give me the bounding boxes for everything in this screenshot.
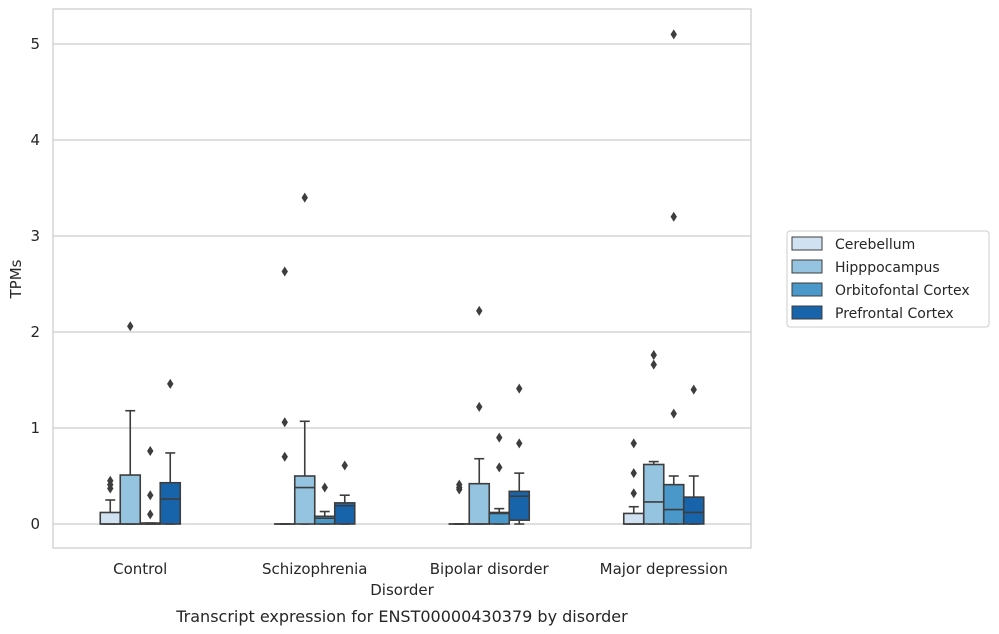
y-tick-label: 5 [30,35,40,53]
y-tick-label: 3 [30,227,40,245]
box-iqr [468,482,491,525]
outlier-point [167,378,174,389]
box-iqr [662,483,685,525]
box-1-0 [273,266,296,525]
box-0-2 [139,446,162,525]
legend-swatch [791,282,823,297]
box-2-0 [448,479,471,525]
outlier-point [147,509,154,520]
y-tick-label: 1 [30,419,40,437]
outlier-point [281,451,288,462]
box-2-1 [468,305,491,525]
box-iqr [682,496,705,525]
y-tick-label: 2 [30,323,40,341]
outlier-point [147,446,154,457]
grid-lines [53,43,751,525]
box-1-3 [333,460,356,525]
box-iqr [642,463,665,525]
legend-label: Prefrontal Cortex [835,306,954,322]
legend-frame [786,230,990,328]
legend-label: Hipppocampus [835,260,940,276]
x-axis-label: Disorder [370,581,434,599]
box-iqr [293,475,316,525]
box-0-1 [119,321,142,525]
outlier-point [127,321,134,332]
box-1-1 [293,192,316,525]
outlier-point [147,490,154,501]
box-3-2 [662,29,685,525]
outlier-point [670,211,677,222]
box-1-2 [313,482,336,525]
outlier-point [690,384,697,395]
box-3-1 [642,350,665,525]
y-tick-label: 4 [30,131,40,149]
y-tick-label: 0 [30,515,40,533]
outlier-point [670,408,677,419]
outlier-point [281,417,288,428]
box-iqr [99,511,122,525]
plot-area [99,29,705,525]
legend-swatch [791,305,823,320]
box-iqr [119,474,142,525]
x-tick-label: Major depression [600,560,728,578]
outlier-point [341,460,348,471]
outlier-point [321,482,328,493]
outlier-point [107,475,114,486]
outlier-point [496,462,503,473]
x-tick-labels: Control Schizophrenia Bipolar disorder Majo… [113,560,728,578]
x-tick-label: Control [113,560,167,578]
legend-swatch [791,259,823,274]
chart-caption: Transcript expression for ENST0000043037… [175,607,628,626]
outlier-point [650,350,657,361]
x-tick-label: Schizophrenia [262,560,367,578]
box-2-3 [508,383,531,525]
outlier-point [301,192,308,203]
box-iqr [622,512,645,525]
outlier-point [516,383,523,394]
box-3-0 [622,438,645,525]
box-iqr [159,481,182,525]
outlier-point [281,266,288,277]
legend-label: Orbitofontal Cortex [835,283,970,299]
x-tick-label: Bipolar disorder [430,560,550,578]
outlier-point [630,468,637,479]
outlier-point [630,488,637,499]
outlier-point [476,401,483,412]
box-2-2 [488,432,511,525]
outlier-point [476,305,483,316]
box-3-3 [682,384,705,525]
box-0-0 [99,475,122,525]
box-0-3 [159,378,182,525]
plot-frame [52,8,752,549]
outlier-point [516,438,523,449]
y-tick-labels: 0 1 2 3 4 5 [30,35,40,533]
legend-swatch [791,236,823,251]
outlier-point [670,29,677,40]
box-iqr [508,490,531,521]
legend: Cerebellum Hipppocampus Orbitofontal Corte… [786,230,990,328]
box-iqr [333,502,356,525]
outlier-point [496,432,503,443]
outlier-point [650,359,657,370]
outlier-point [456,479,463,490]
legend-label: Cerebellum [835,237,915,253]
outlier-point [630,438,637,449]
y-axis-label: TPMs [7,259,25,299]
